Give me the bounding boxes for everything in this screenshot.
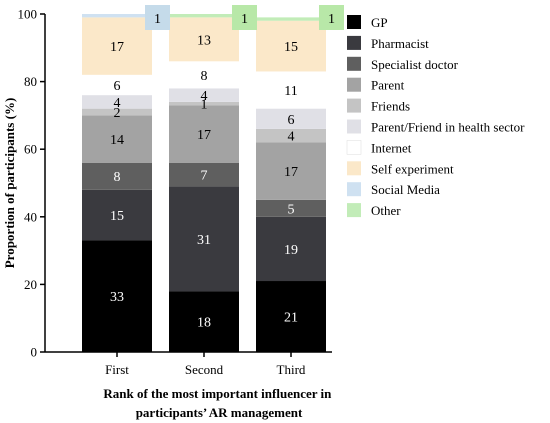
legend-label-gp: GP [371, 15, 388, 30]
value-label-first-pharmacist: 15 [110, 209, 124, 224]
legend-label-friends: Friends [371, 99, 410, 114]
legend-swatch-pharmacist [347, 35, 361, 50]
callouts-layer: 1 1 1 [145, 5, 344, 30]
y-tick-label-80: 80 [24, 74, 37, 89]
y-tick-label-60: 60 [24, 142, 37, 157]
value-label-first-gp: 33 [110, 290, 124, 305]
callout-box-first-social-media [145, 5, 170, 30]
value-label-first-internet: 6 [114, 79, 121, 94]
bar-segment-second-other [169, 14, 239, 18]
y-axis-title: Proportion of participants (%) [2, 98, 17, 269]
legend-swatch-social-media [347, 182, 361, 197]
callout-label-second-other: 1 [241, 12, 248, 27]
legend-label-parent: Parent [371, 78, 405, 93]
value-label-second-gp: 18 [197, 316, 211, 331]
value-label-first-parent-friend-in-health-sector: 4 [114, 96, 121, 111]
value-label-second-internet: 8 [201, 69, 208, 84]
legend-swatch-self-experiment [347, 161, 361, 176]
x-tick-label-second: Second [185, 362, 224, 377]
value-label-second-friends: 1 [201, 98, 208, 113]
axes-layer [44, 14, 332, 353]
value-label-second-specialist-doctor: 7 [201, 169, 208, 184]
bar-segment-second-gp [169, 291, 239, 352]
bar-segment-second-self-experiment [169, 17, 239, 62]
value-label-first-parent: 14 [110, 133, 124, 148]
legend-swatch-internet [346, 140, 362, 155]
x-axis-title-line-2: participants’ AR management [136, 405, 303, 420]
y-tick-label-40: 40 [24, 209, 37, 224]
bar-segment-third-friends [256, 128, 326, 143]
bar-segment-first-friends [82, 108, 152, 116]
value-label-first-specialist-doctor: 8 [114, 170, 121, 185]
bar-segment-first-internet [82, 74, 152, 96]
value-label-third-self-experiment: 15 [284, 40, 298, 55]
bar-segment-third-gp [256, 281, 326, 352]
value-label-third-internet: 11 [284, 84, 297, 99]
callout-box-third-other [319, 5, 344, 30]
value-label-second-pharmacist: 31 [197, 233, 211, 248]
callout-box-second-other [232, 5, 257, 30]
legend-label-pharmacist: Pharmacist [371, 36, 429, 51]
value-label-third-pharmacist: 19 [284, 243, 298, 258]
bar-segment-first-gp [82, 240, 152, 352]
x-tick-label-first: First [105, 362, 129, 377]
legend-label-internet: Internet [371, 140, 412, 155]
y-tick-label-20: 20 [24, 277, 37, 292]
value-label-second-parent-friend-in-health-sector: 4 [201, 89, 208, 104]
legend-label-other: Other [371, 203, 401, 218]
bar-segment-second-parent [169, 105, 239, 163]
bar-segment-third-parent [256, 142, 326, 200]
x-tick-label-third: Third [277, 362, 306, 377]
legend-swatch-other [347, 203, 361, 218]
y-ticks-layer: 0 20 40 60 80 100 [18, 7, 45, 360]
value-label-second-parent: 17 [197, 128, 211, 143]
bar-segment-third-specialist-doctor [256, 199, 326, 217]
x-ticks-layer: First Second Third [105, 352, 306, 377]
bar-segment-first-parent [82, 115, 152, 163]
bar-segment-first-social-media [82, 14, 152, 18]
y-tick-label-100: 100 [18, 7, 38, 22]
value-label-third-parent: 17 [284, 165, 298, 180]
value-label-third-parent-friend-in-health-sector: 6 [288, 113, 295, 128]
bar-segment-third-internet [256, 71, 326, 109]
bar-segment-third-other [256, 17, 326, 21]
value-label-third-gp: 21 [284, 311, 298, 326]
x-axis-title-line-1: Rank of the most important influencer in [103, 386, 332, 401]
bar-segment-second-specialist-doctor [169, 162, 239, 187]
bar-segment-first-pharmacist [82, 189, 152, 241]
bar-segment-second-friends [169, 101, 239, 106]
value-label-third-friends: 4 [288, 130, 295, 145]
value-label-second-self-experiment: 13 [197, 33, 211, 48]
bar-segment-first-self-experiment [82, 17, 152, 75]
legend-label-specialist-doctor: Specialist doctor [371, 57, 459, 72]
y-tick-label-0: 0 [31, 345, 38, 360]
legend-swatch-gp [347, 15, 361, 29]
bar-segment-third-parent-friend-in-health-sector [256, 108, 326, 129]
bar-segment-third-pharmacist [256, 216, 326, 282]
legend-label-self-experiment: Self experiment [371, 161, 454, 176]
bar-segment-second-internet [169, 61, 239, 89]
callout-label-third-other: 1 [328, 12, 335, 27]
legend: GP Pharmacist Specialist doctor Parent Frien… [346, 15, 525, 218]
bar-segment-second-parent-friend-in-health-sector [169, 88, 239, 102]
legend-swatch-parent-friend-in-health-sector [347, 119, 361, 134]
bar-segment-first-specialist-doctor [82, 162, 152, 190]
legend-label-social-media: Social Media [371, 182, 440, 197]
value-label-third-specialist-doctor: 5 [288, 202, 295, 217]
legend-swatch-specialist-doctor [347, 56, 361, 71]
bar-segment-second-pharmacist [169, 186, 239, 292]
value-label-first-friends: 2 [114, 106, 121, 121]
callout-label-first-social-media: 1 [154, 12, 161, 27]
bars-layer [82, 14, 326, 352]
bar-segment-first-parent-friend-in-health-sector [82, 95, 152, 109]
legend-label-parent-friend-in-health-sector: Parent/Friend in health sector [371, 120, 525, 135]
legend-swatch-parent [347, 77, 361, 92]
x-axis-title: Rank of the most important influencer in… [103, 386, 334, 420]
bar-segment-third-self-experiment [256, 20, 326, 72]
legend-swatch-friends [347, 98, 361, 113]
value-label-first-self-experiment: 17 [110, 40, 124, 55]
